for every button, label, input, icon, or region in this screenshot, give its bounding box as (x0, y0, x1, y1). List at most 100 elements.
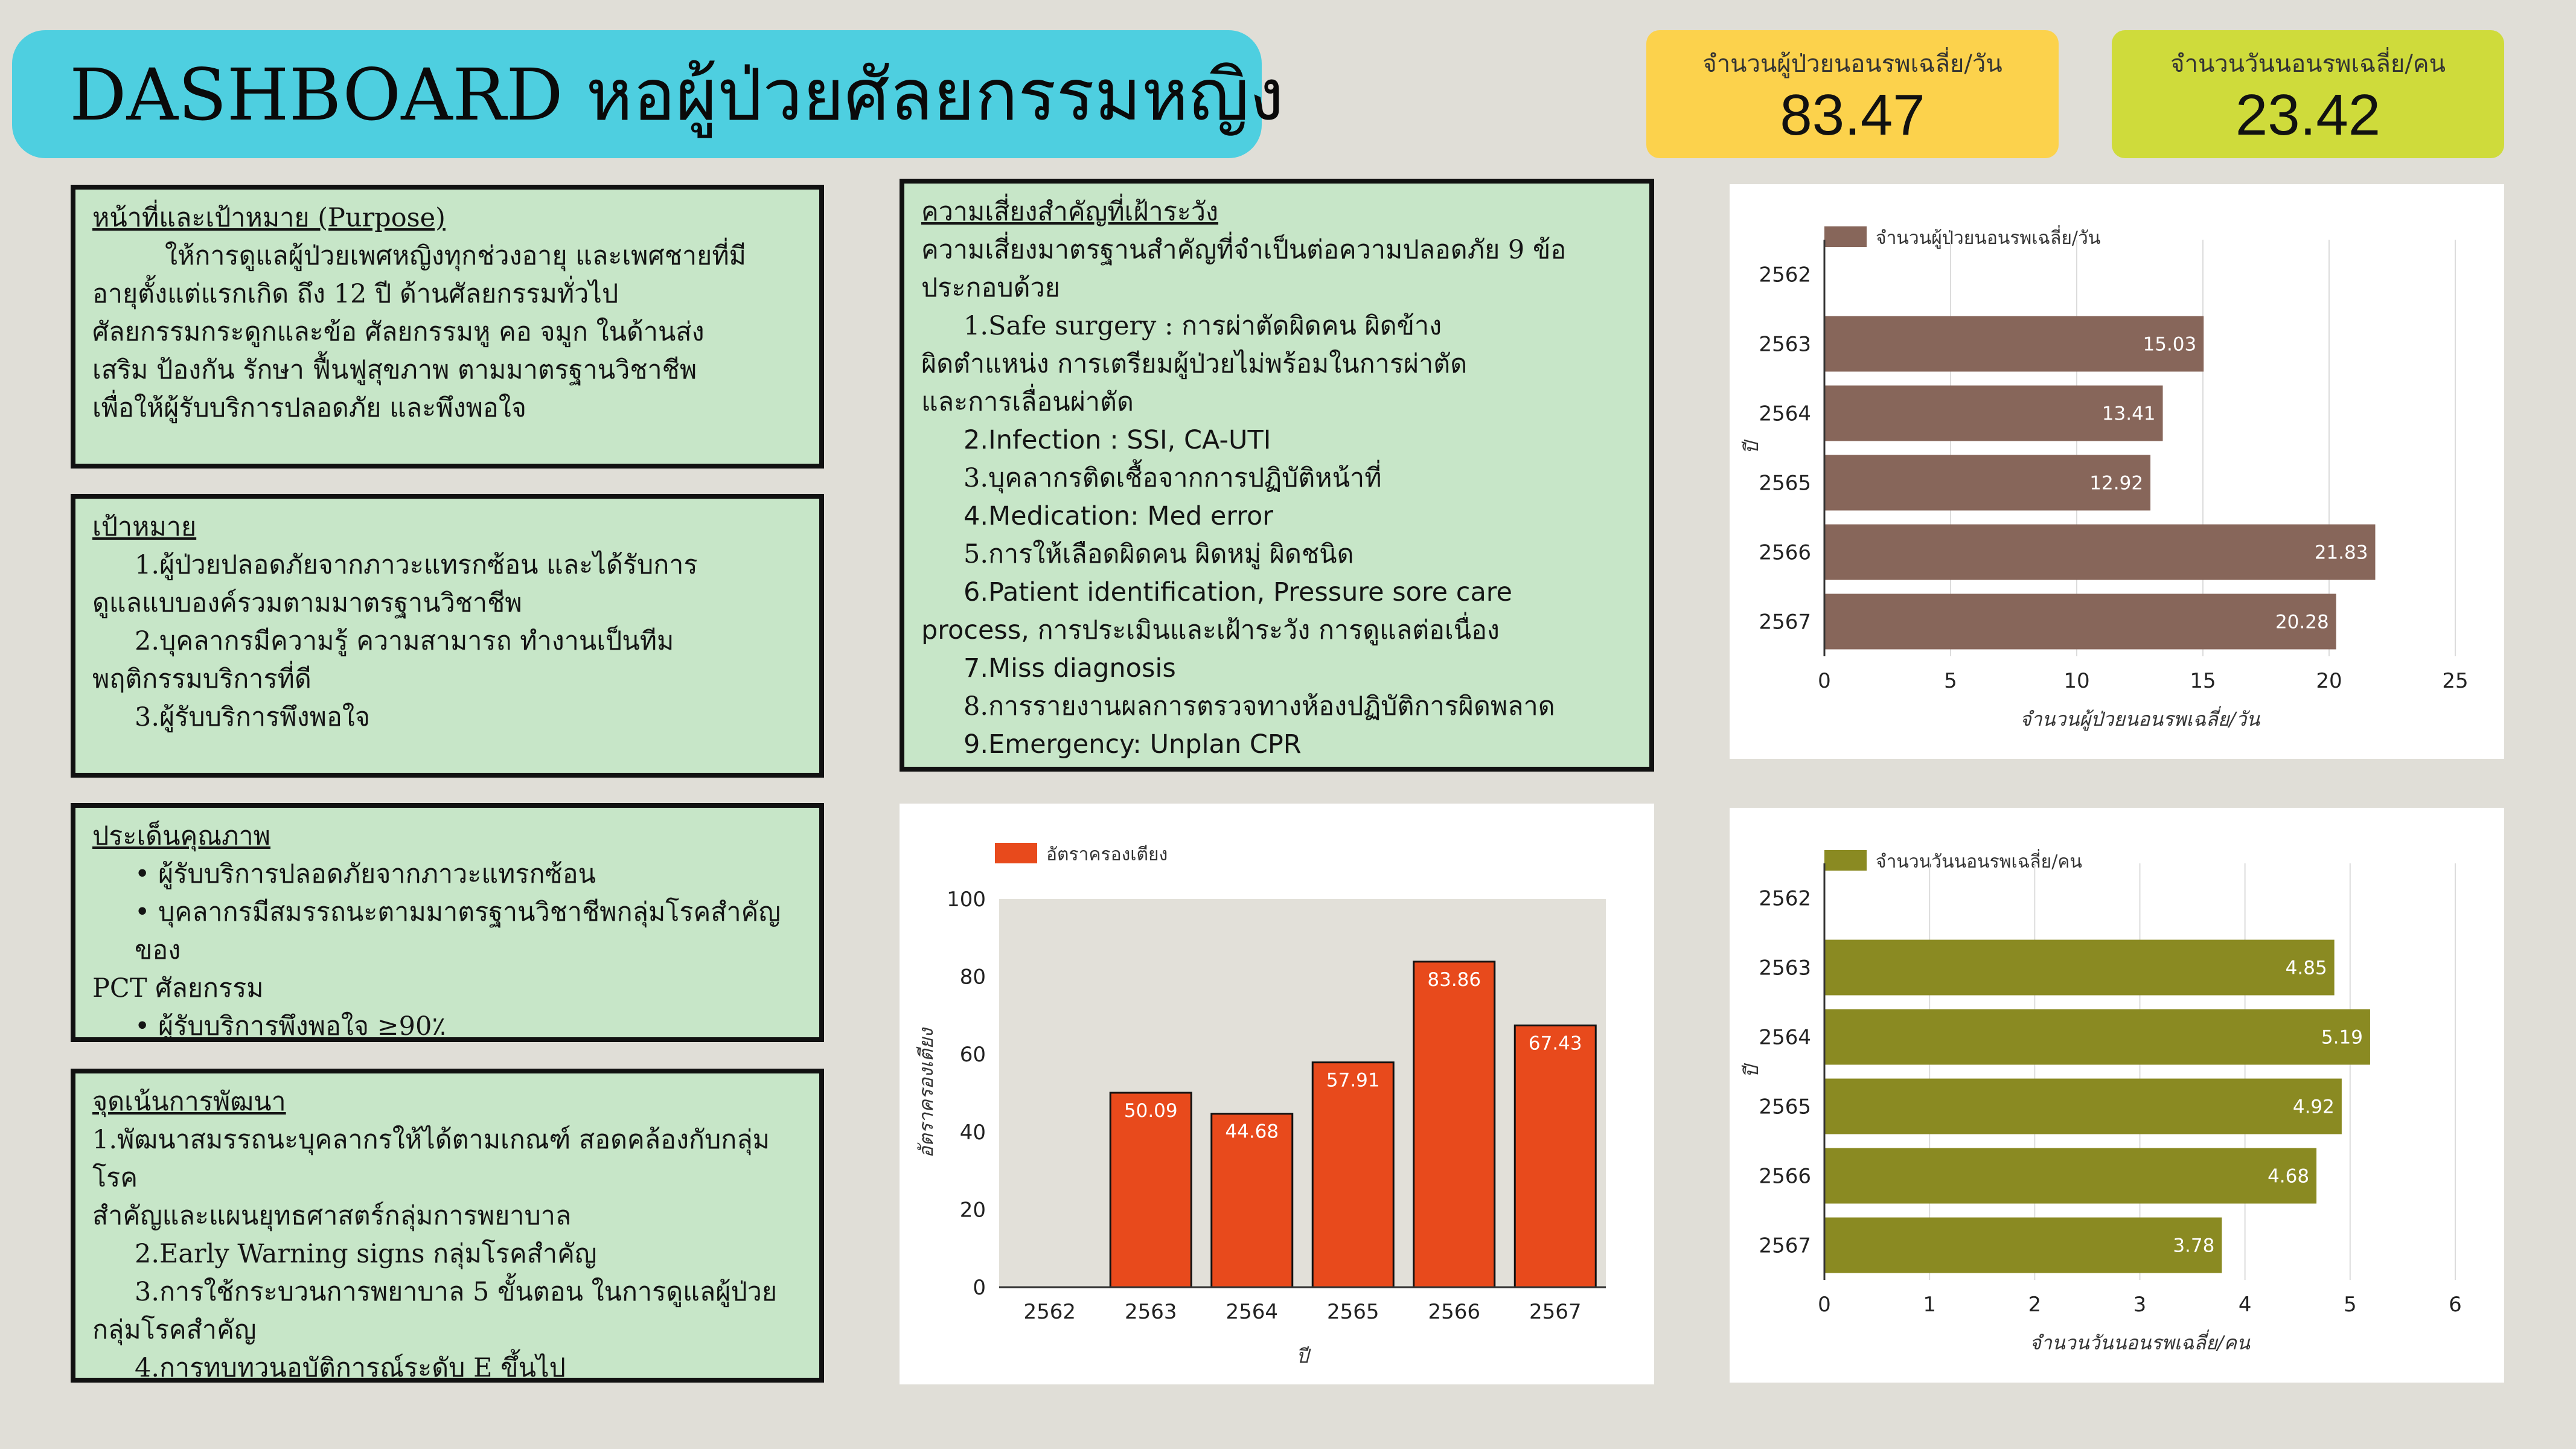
development-line: 3.การใช้กระบวนการพยาบาล 5 ขั้นตอน ในการด… (135, 1277, 778, 1307)
development-line: 4.การทบทวนอุบัติการณ์ระดับ E ขึ้นไป (135, 1353, 566, 1383)
risks-line: 5.การให้เลือดผิดคน ผิดหมู่ ผิดชนิด (964, 539, 1354, 569)
quality-heading: ประเด็นคุณภาพ (92, 821, 270, 851)
bar (1824, 593, 2336, 650)
title-banner: DASHBOARD หอผู้ป่วยศัลยกรรมหญิง (12, 30, 1284, 158)
risks-line: ประกอบด้วย (921, 273, 1060, 303)
admissions-bar-chart: จำนวนผู้ป่วยนอนรพเฉลี่ย/วัน 0 5 10 15 20 25 256… (1740, 225, 2469, 731)
x-axis-label: จำนวนวันนอนรพเฉลี่ย/คน (2030, 1329, 2251, 1354)
y-tick-label: 2564 (1759, 402, 1811, 426)
legend-label: จำนวนผู้ป่วยนอนรพเฉลี่ย/วัน (1876, 225, 2100, 249)
bar (1824, 316, 2204, 372)
data-label: 21.83 (2315, 542, 2368, 564)
x-tick-label: 2565 (1327, 1300, 1379, 1324)
quality-line: PCT ศัลยกรรม (92, 973, 264, 1003)
risks-line: process, การประเมินและเฝ้าระวัง การดูแลต… (921, 615, 1500, 645)
bar (1109, 1092, 1192, 1288)
y-tick-label: 2563 (1759, 333, 1811, 357)
quality-line: • บุคลากรมีสมรรถนะตามมาตรฐานวิชาชีพกลุ่ม… (135, 897, 781, 965)
x-tick-label: 15 (2190, 669, 2216, 693)
bar (1824, 1078, 2342, 1134)
x-tick-label: 10 (2063, 669, 2089, 693)
y-tick-label: 2567 (1759, 1234, 1811, 1258)
y-tick-label: 2565 (1759, 1095, 1811, 1119)
risks-line: 6.Patient identification, Pressure sore … (964, 577, 1512, 607)
occupancy-bar-chart: อัตราครองเตียง 0 20 40 60 80 100 2562 2563 50.09 2… (915, 843, 1606, 1367)
x-tick-label: 5 (1944, 669, 1957, 693)
development-line: 1.พัฒนาสมรรถนะบุคลากรให้ได้ตามเกณฑ์ สอดค… (92, 1125, 770, 1193)
purpose-heading: หน้าที่และเป้าหมาย (Purpose) (92, 203, 446, 233)
data-label: 83.86 (1427, 969, 1481, 991)
data-label: 13.41 (2102, 403, 2156, 425)
y-axis-label: ปี (1740, 439, 1763, 454)
kpi-card-length-of-stay: จำนวนวันนอนรพเฉลี่ย/คน 23.42 (2112, 30, 2504, 158)
risks-line: และการเลื่อนผ่าตัด (921, 387, 1134, 417)
kpi-card-admissions: จำนวนผู้ป่วยนอนรพเฉลี่ย/วัน 83.47 (1646, 30, 2059, 158)
y-tick-label: 2567 (1759, 610, 1811, 635)
y-tick-label: 2563 (1759, 956, 1811, 980)
data-label: 12.92 (2089, 473, 2143, 494)
data-label: 3.78 (2173, 1235, 2214, 1257)
data-label: 67.43 (1529, 1032, 1582, 1054)
risks-line: 4.Medication: Med error (964, 501, 1273, 531)
risks-line: 9.Emergency: Unplan CPR (964, 729, 1302, 760)
los-chart-card: จำนวนวันนอนรพเฉลี่ย/คน 0 1 2 3 4 5 6 2562 2563 4.8… (1730, 808, 2504, 1383)
data-label: 15.03 (2143, 334, 2197, 356)
purpose-line: เสริม ป้องกัน รักษา ฟื้นฟูสุขภาพ ตามมาตร… (92, 355, 697, 385)
x-tick-label: 1 (1923, 1293, 1936, 1317)
goals-line: 3.ผู้รับบริการพึงพอใจ (135, 702, 370, 732)
bar (1824, 939, 2335, 996)
y-tick-label: 40 (960, 1121, 986, 1145)
legend-label: อัตราครองเตียง (1046, 844, 1168, 865)
risks-line: 7.Miss diagnosis (964, 653, 1176, 683)
goals-line: พฤติกรรมบริการที่ดี (92, 664, 312, 694)
x-tick-label: 0 (1818, 1293, 1831, 1317)
y-tick-label: 2562 (1759, 887, 1811, 911)
y-axis-label: ปี (1740, 1063, 1763, 1078)
data-label: 57.91 (1326, 1070, 1380, 1092)
x-tick-label: 0 (1818, 669, 1831, 693)
y-tick-label: 20 (960, 1198, 986, 1222)
y-tick-label: 2566 (1759, 541, 1811, 565)
y-tick-label: 60 (960, 1043, 986, 1067)
legend-label: จำนวนวันนอนรพเฉลี่ย/คน (1876, 849, 2082, 872)
y-tick-label: 100 (947, 888, 986, 912)
x-tick-label: 4 (2239, 1293, 2252, 1317)
bar (1824, 455, 2151, 511)
risks-line: ความเสี่ยงมาตรฐานสำคัญที่จำเป็นต่อความปล… (921, 235, 1567, 265)
occupancy-chart-card: อัตราครองเตียง 0 20 40 60 80 100 2562 2563 50.09 2… (900, 804, 1654, 1384)
bar (1311, 1061, 1395, 1288)
kpi-value: 83.47 (1780, 83, 1925, 147)
risks-line: 2.Infection : SSI, CA-UTI (964, 425, 1271, 455)
bar (1513, 1024, 1597, 1288)
purpose-line: เพื่อให้ผู้รับบริการปลอดภัย และพึงพอใจ (92, 393, 526, 423)
data-label: 5.19 (2321, 1027, 2363, 1049)
goals-line: 2.บุคลากรมีความรู้ ความสามารถ ทำงานเป็นท… (135, 626, 674, 656)
plot-area (999, 899, 1606, 1287)
bar (1824, 1148, 2317, 1204)
bar (1824, 524, 2376, 580)
development-line: 2.Early Warning signs กลุ่มโรคสำคัญ (135, 1239, 597, 1269)
data-label: 44.68 (1225, 1121, 1279, 1143)
x-tick-label: 3 (2133, 1293, 2147, 1317)
y-tick-label: 0 (973, 1276, 986, 1300)
risks-line: 3.บุคลากรติดเชื้อจากการปฏิบัติหน้าที่ (964, 463, 1382, 493)
goals-panel: เป้าหมาย 1.ผู้ป่วยปลอดภัยจากภาวะแทรกซ้อน… (71, 494, 824, 778)
data-label: 4.85 (2286, 958, 2327, 979)
bar (1824, 385, 2163, 441)
data-label: 20.28 (2275, 612, 2329, 633)
y-axis-label: อัตราครองเตียง (915, 1027, 938, 1158)
goals-heading: เป้าหมาย (92, 512, 197, 542)
legend-swatch (995, 843, 1037, 863)
y-tick-label: 2564 (1759, 1026, 1811, 1050)
data-label: 4.92 (2293, 1096, 2335, 1118)
development-line: กลุ่มโรคสำคัญ (92, 1315, 257, 1345)
x-tick-label: 5 (2344, 1293, 2357, 1317)
x-tick-label: 2563 (1125, 1300, 1177, 1324)
y-tick-label: 80 (960, 965, 986, 990)
legend-swatch (1824, 850, 1867, 871)
purpose-line: ศัลยกรรมกระดูกและข้อ ศัลยกรรมหู คอ จมูก … (92, 317, 705, 347)
x-tick-label: 2566 (1428, 1300, 1480, 1324)
admissions-chart-card: จำนวนผู้ป่วยนอนรพเฉลี่ย/วัน 0 5 10 15 20 25 256… (1730, 184, 2504, 759)
los-bar-chart: จำนวนวันนอนรพเฉลี่ย/คน 0 1 2 3 4 5 6 2562 2563 4.8… (1740, 849, 2462, 1354)
data-label: 50.09 (1124, 1100, 1178, 1122)
